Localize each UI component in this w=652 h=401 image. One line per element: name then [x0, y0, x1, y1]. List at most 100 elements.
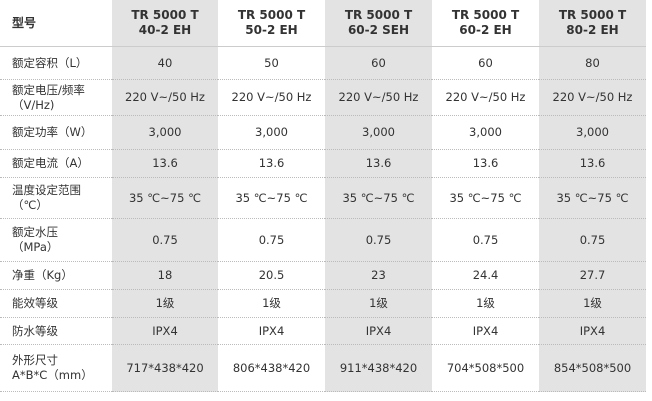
spec-value: 13.6: [432, 149, 539, 178]
cell-line: 60-2 SEH: [347, 23, 410, 37]
cell-line: 额定水压: [12, 225, 58, 239]
spec-value: 854*508*500: [539, 344, 646, 392]
model-header: TR 5000 T 60-2 SEH: [325, 0, 432, 47]
header-row: 型号 TR 5000 T 40-2 EH TR 5000 T 50-2 EH TR 500…: [0, 0, 646, 47]
row-label: 额定功率（W）: [0, 115, 112, 150]
spec-value: 3,000: [112, 115, 218, 150]
spec-value: 35 ℃~75 ℃: [112, 177, 218, 219]
spec-value: 23: [325, 261, 432, 290]
cell-line: TR 5000 T: [237, 8, 306, 22]
spec-row: 额定电流（A） 13.6 13.6 13.6 13.6 13.6: [0, 149, 646, 178]
spec-value: 0.75: [325, 218, 432, 262]
row-label: 额定电流（A）: [0, 149, 112, 178]
spec-row: 额定电压/频率 （V/Hz) 220 V~/50 Hz 220 V~/50 Hz 220…: [0, 79, 646, 116]
spec-value: 50: [218, 46, 325, 80]
cell-line: 额定容积（L）: [12, 55, 88, 70]
row-label: 能效等级: [0, 289, 112, 318]
spec-row: 额定功率（W） 3,000 3,000 3,000 3,000 3,000: [0, 115, 646, 150]
spec-row: 防水等级 IPX4 IPX4 IPX4 IPX4 IPX4: [0, 317, 646, 345]
model-header: TR 5000 T 40-2 EH: [112, 0, 218, 47]
cell-line: 净重（Kg）: [12, 268, 73, 282]
row-label: 温度设定范围 （℃）: [0, 177, 112, 219]
spec-value: 220 V~/50 Hz: [539, 79, 646, 116]
cell-line: 60-2 EH: [459, 23, 512, 37]
spec-value: 24.4: [432, 261, 539, 290]
spec-value: 60: [325, 46, 432, 80]
spec-value: 13.6: [112, 149, 218, 178]
spec-value: 3,000: [325, 115, 432, 150]
spec-value: 13.6: [539, 149, 646, 178]
cell-line: 温度设定范围: [12, 183, 81, 197]
spec-value: 717*438*420: [112, 344, 218, 392]
spec-value: 220 V~/50 Hz: [112, 79, 218, 116]
header-label: 型号: [0, 0, 112, 47]
model-header: TR 5000 T 50-2 EH: [218, 0, 325, 47]
spec-value: 13.6: [325, 149, 432, 178]
spec-value: 1级: [325, 289, 432, 318]
row-label: 净重（Kg）: [0, 261, 112, 290]
spec-value: 40: [112, 46, 218, 80]
spec-table: 型号 TR 5000 T 40-2 EH TR 5000 T 50-2 EH TR 500…: [0, 0, 646, 392]
spec-value: 35 ℃~75 ℃: [432, 177, 539, 219]
spec-value: 911*438*420: [325, 344, 432, 392]
cell-line: 40-2 EH: [138, 23, 192, 37]
model-header: TR 5000 T 60-2 EH: [432, 0, 539, 47]
spec-value: 80: [539, 46, 646, 80]
cell-line: 防水等级: [12, 323, 58, 338]
cell-line: （℃）: [12, 198, 48, 212]
cell-line: 外形尺寸: [12, 353, 58, 367]
row-label: 防水等级: [0, 317, 112, 345]
spec-value: 20.5: [218, 261, 325, 290]
spec-row: 外形尺寸 A*B*C（mm） 717*438*420 806*438*420 911*4…: [0, 344, 646, 392]
spec-row: 能效等级 1级 1级 1级 1级 1级: [0, 289, 646, 318]
cell-line: （V/Hz): [12, 97, 55, 112]
spec-value: IPX4: [218, 317, 325, 345]
spec-value: IPX4: [539, 317, 646, 345]
cell-line: TR 5000 T: [131, 8, 199, 22]
spec-value: 220 V~/50 Hz: [218, 79, 325, 116]
row-label: 额定电压/频率 （V/Hz): [0, 79, 112, 116]
cell-line: 50-2 EH: [245, 23, 298, 37]
spec-value: 60: [432, 46, 539, 80]
spec-value: 1级: [218, 289, 325, 318]
cell-line: （MPa）: [12, 240, 59, 254]
spec-value: 0.75: [218, 218, 325, 262]
cell-line: A*B*C（mm）: [12, 368, 93, 382]
spec-value: 220 V~/50 Hz: [325, 79, 432, 116]
spec-value: 0.75: [539, 218, 646, 262]
spec-value: 3,000: [539, 115, 646, 150]
spec-value: 27.7: [539, 261, 646, 290]
table-body: 型号 TR 5000 T 40-2 EH TR 5000 T 50-2 EH TR 500…: [0, 0, 646, 392]
cell-line: 能效等级: [12, 296, 58, 310]
spec-value: IPX4: [112, 317, 218, 345]
spec-row: 净重（Kg） 18 20.5 23 24.4 27.7: [0, 261, 646, 290]
cell-line: TR 5000 T: [451, 8, 520, 22]
row-label: 外形尺寸 A*B*C（mm）: [0, 344, 112, 392]
spec-value: 3,000: [432, 115, 539, 150]
cell-line: TR 5000 T: [344, 8, 413, 22]
spec-value: 3,000: [218, 115, 325, 150]
spec-value: 704*508*500: [432, 344, 539, 392]
model-header: TR 5000 T 80-2 EH: [539, 0, 646, 47]
cell-line: 额定功率（W）: [12, 125, 93, 139]
spec-row: 额定容积（L） 40 50 60 60 80: [0, 46, 646, 80]
spec-value: 220 V~/50 Hz: [432, 79, 539, 116]
spec-value: IPX4: [325, 317, 432, 345]
spec-row: 温度设定范围 （℃） 35 ℃~75 ℃ 35 ℃~75 ℃ 35 ℃~75 ℃ 35 ℃…: [0, 177, 646, 219]
cell-line: TR 5000 T: [558, 8, 627, 22]
spec-value: 0.75: [112, 218, 218, 262]
cell-line: 额定电流（A）: [12, 156, 89, 170]
spec-value: 18: [112, 261, 218, 290]
spec-value: 35 ℃~75 ℃: [325, 177, 432, 219]
spec-value: 1级: [432, 289, 539, 318]
spec-value: 13.6: [218, 149, 325, 178]
spec-value: 35 ℃~75 ℃: [218, 177, 325, 219]
spec-value: 1级: [112, 289, 218, 318]
spec-value: IPX4: [432, 317, 539, 345]
row-label: 额定容积（L）: [0, 46, 112, 80]
spec-row: 额定水压 （MPa） 0.75 0.75 0.75 0.75 0.75: [0, 218, 646, 262]
row-label: 额定水压 （MPa）: [0, 218, 112, 262]
cell-line: 额定电压/频率: [12, 82, 85, 97]
spec-value: 0.75: [432, 218, 539, 262]
